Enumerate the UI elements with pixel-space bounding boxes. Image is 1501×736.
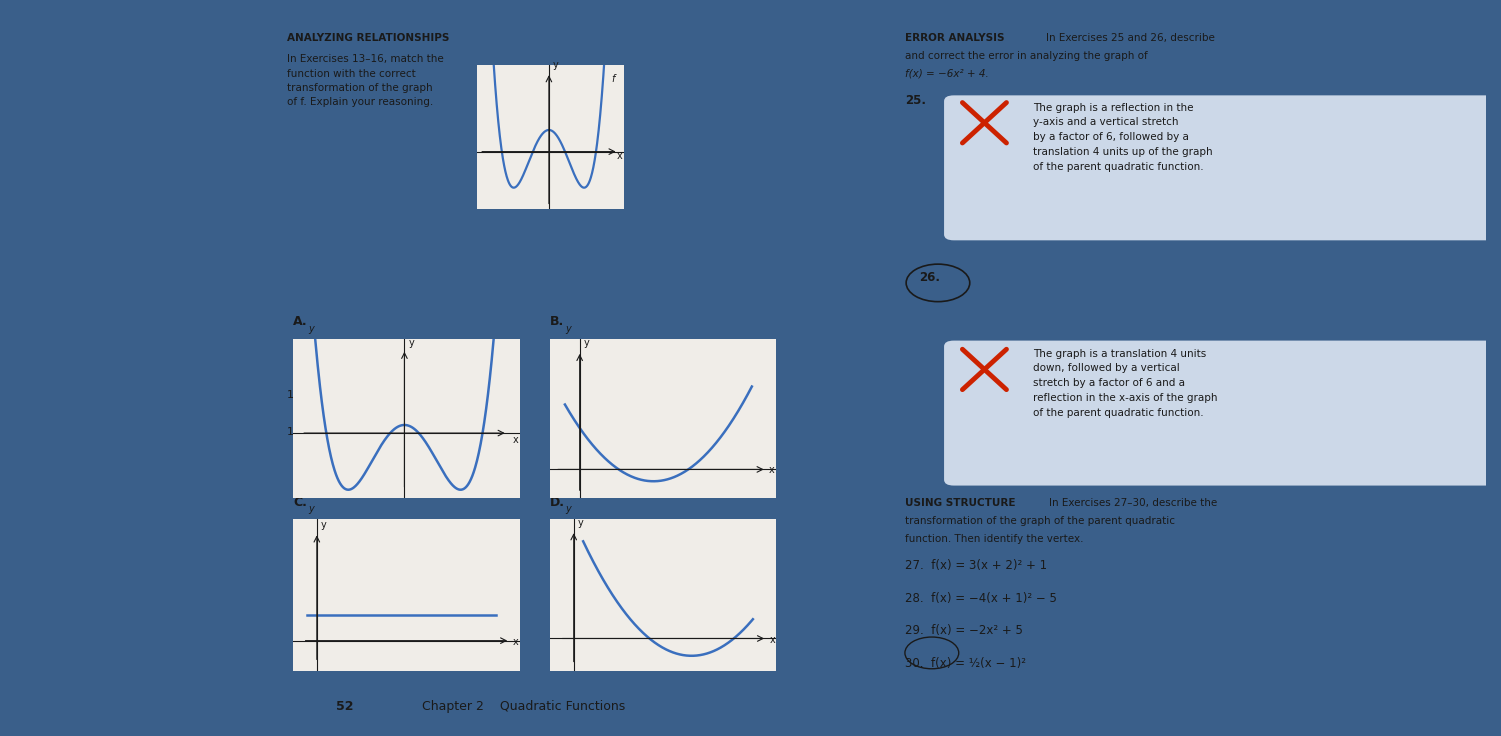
Text: ERROR ANALYSIS: ERROR ANALYSIS bbox=[905, 32, 1004, 43]
Text: 28.  f(x) = −4(x + 1)² − 5: 28. f(x) = −4(x + 1)² − 5 bbox=[905, 592, 1057, 604]
Text: 13.  y = f(x − 1): 13. y = f(x − 1) bbox=[287, 391, 378, 400]
Text: x: x bbox=[769, 465, 775, 475]
Text: The graph is a translation 4 units
down, followed by a vertical
stretch by a fac: The graph is a translation 4 units down,… bbox=[1033, 349, 1217, 418]
Text: y: y bbox=[308, 324, 314, 334]
Text: 27.  f(x) = 3(x + 2)² + 1: 27. f(x) = 3(x + 2)² + 1 bbox=[905, 559, 1048, 572]
Text: Chapter 2    Quadratic Functions: Chapter 2 Quadratic Functions bbox=[422, 700, 624, 712]
FancyBboxPatch shape bbox=[944, 96, 1496, 241]
FancyBboxPatch shape bbox=[944, 341, 1496, 486]
Text: x: x bbox=[512, 435, 518, 445]
Text: 14.  y = f(x) + 1: 14. y = f(x) + 1 bbox=[593, 391, 683, 400]
Text: and correct the error in analyzing the graph of: and correct the error in analyzing the g… bbox=[905, 51, 1148, 60]
Text: 30.  f(x) = ½(x − 1)²: 30. f(x) = ½(x − 1)² bbox=[905, 657, 1025, 670]
Text: y: y bbox=[308, 504, 314, 514]
Text: The graph is a reflection in the
y-axis and a vertical stretch
by a factor of 6,: The graph is a reflection in the y-axis … bbox=[1033, 102, 1213, 171]
Text: 26.: 26. bbox=[920, 271, 941, 283]
Text: C.: C. bbox=[293, 495, 308, 509]
Text: In Exercises 27–30, describe the: In Exercises 27–30, describe the bbox=[1049, 498, 1217, 508]
Text: x: x bbox=[617, 151, 623, 161]
Text: transformation of the graph of the parent quadratic: transformation of the graph of the paren… bbox=[905, 516, 1175, 526]
Text: B.: B. bbox=[551, 315, 564, 328]
Text: 29.  f(x) = −2x² + 5: 29. f(x) = −2x² + 5 bbox=[905, 624, 1022, 637]
Text: y: y bbox=[564, 324, 570, 334]
Text: ANALYZING RELATIONSHIPS: ANALYZING RELATIONSHIPS bbox=[287, 32, 449, 43]
Text: y: y bbox=[408, 338, 414, 347]
Text: In Exercises 13–16, match the
function with the correct
transformation of the gr: In Exercises 13–16, match the function w… bbox=[287, 54, 444, 107]
Text: f: f bbox=[611, 74, 614, 85]
Text: y: y bbox=[552, 60, 558, 70]
Text: D.: D. bbox=[551, 495, 566, 509]
Text: In Exercises 25 and 26, describe: In Exercises 25 and 26, describe bbox=[1046, 32, 1214, 43]
Text: 52: 52 bbox=[336, 700, 354, 712]
Text: y: y bbox=[584, 339, 590, 348]
Text: USING STRUCTURE: USING STRUCTURE bbox=[905, 498, 1015, 508]
Text: function. Then identify the vertex.: function. Then identify the vertex. bbox=[905, 534, 1084, 544]
Text: f(x) = −6x² + 4.: f(x) = −6x² + 4. bbox=[905, 68, 989, 79]
Text: A.: A. bbox=[293, 315, 308, 328]
Text: y: y bbox=[578, 518, 584, 528]
Text: x: x bbox=[770, 635, 775, 645]
Text: x: x bbox=[512, 637, 518, 647]
Text: y: y bbox=[564, 504, 570, 514]
Text: y: y bbox=[321, 520, 326, 530]
Text: 15.  y = f(x − 1) + 1: 15. y = f(x − 1) + 1 bbox=[287, 427, 401, 436]
Text: 25.: 25. bbox=[905, 94, 926, 107]
Text: 16.  y = f(x + 1) − 1: 16. y = f(x + 1) − 1 bbox=[593, 427, 707, 436]
